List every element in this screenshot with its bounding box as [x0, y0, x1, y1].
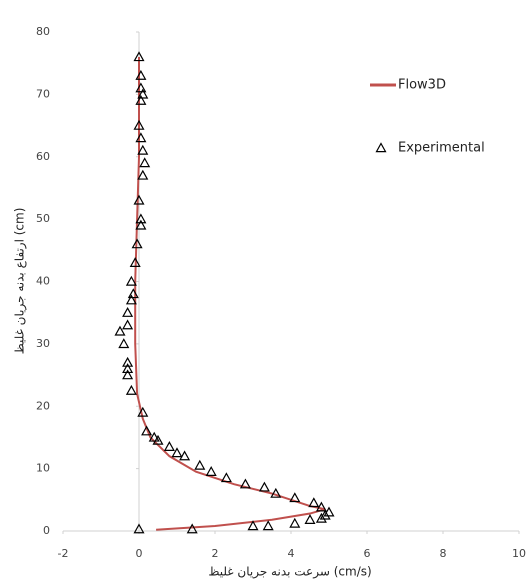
marker — [262, 520, 274, 531]
line — [134, 56, 326, 531]
marker — [135, 213, 147, 224]
marker — [122, 369, 134, 380]
marker — [319, 509, 331, 520]
marker — [122, 356, 134, 367]
marker — [139, 157, 151, 168]
marker — [304, 514, 316, 524]
x-tick-label: 0 — [136, 547, 143, 560]
x-tick-label: 4 — [288, 547, 295, 560]
marker — [135, 94, 147, 105]
y-tick-label: 0 — [43, 524, 50, 537]
marker — [133, 523, 145, 534]
marker — [127, 288, 139, 299]
marker — [133, 194, 145, 205]
marker — [122, 319, 134, 330]
marker — [289, 517, 301, 528]
marker — [289, 492, 301, 503]
marker — [141, 425, 153, 436]
marker — [270, 487, 282, 498]
marker — [137, 88, 149, 99]
marker — [131, 238, 143, 249]
marker — [315, 501, 327, 512]
marker — [194, 459, 206, 470]
y-tick-label: 10 — [36, 462, 50, 475]
marker — [171, 447, 183, 458]
marker — [186, 523, 198, 534]
marker — [135, 219, 147, 230]
marker — [308, 497, 320, 508]
legend-label: Flow3D — [398, 78, 446, 93]
legend-swatch — [375, 142, 387, 153]
marker — [129, 257, 141, 267]
marker — [148, 431, 160, 442]
y-tick-label: 40 — [36, 275, 50, 288]
x-tick-label: 2 — [212, 547, 219, 560]
marker — [205, 466, 217, 476]
x-tick-label: 6 — [364, 547, 371, 560]
y-tick-label: 60 — [36, 150, 50, 163]
marker — [125, 384, 137, 395]
marker — [239, 478, 251, 489]
marker — [315, 512, 327, 523]
marker — [135, 132, 147, 143]
marker — [133, 119, 145, 130]
marker — [179, 450, 191, 461]
marker — [125, 294, 137, 305]
x-tick-label: 10 — [512, 547, 526, 560]
marker — [220, 472, 232, 483]
marker — [133, 51, 145, 62]
y-tick-label: 20 — [36, 399, 50, 412]
marker — [135, 82, 147, 93]
marker — [122, 306, 134, 317]
y-axis-title: ارتفاع بدنه جریان غلیظ (cm) — [13, 208, 28, 355]
marker — [137, 144, 149, 155]
y-tick-label: 70 — [36, 87, 50, 100]
marker — [118, 338, 130, 349]
y-tick-label: 30 — [36, 337, 50, 350]
x-tick-label: 8 — [440, 547, 447, 560]
marker — [114, 325, 126, 336]
marker — [122, 363, 134, 374]
x-tick-label: -2 — [58, 547, 69, 560]
marker — [163, 441, 175, 451]
legend-label: Experimental — [398, 141, 485, 156]
marker — [258, 481, 270, 492]
marker — [323, 506, 335, 517]
marker — [152, 434, 164, 445]
marker — [137, 169, 149, 180]
y-tick-label: 80 — [36, 25, 50, 38]
marker — [247, 520, 259, 531]
y-tick-label: 50 — [36, 212, 50, 225]
marker — [135, 69, 147, 80]
marker — [137, 406, 149, 417]
marker — [125, 275, 137, 286]
x-axis-title: سرعت بدنه جریان غلیظ (cm/s) — [208, 565, 371, 580]
